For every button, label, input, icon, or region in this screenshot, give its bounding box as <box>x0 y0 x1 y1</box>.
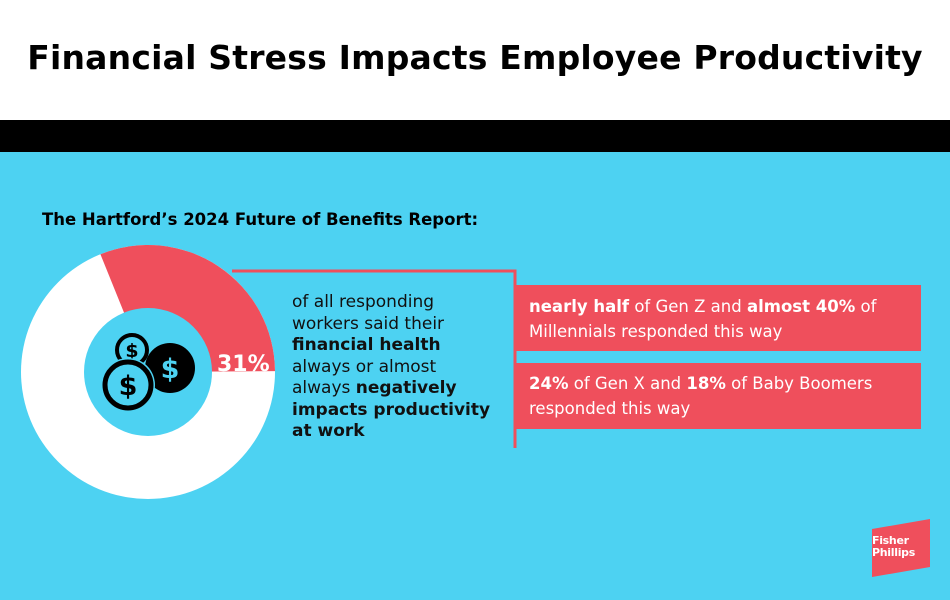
header-divider-band <box>0 120 950 152</box>
callout-bold: nearly half <box>529 297 630 316</box>
svg-text:$: $ <box>119 371 138 402</box>
callout-bold: 24% <box>529 374 569 393</box>
fisher-phillips-logo <box>872 519 930 577</box>
statement-bold2: negatively impacts productivity at work <box>292 378 491 441</box>
callout-bold: 18% <box>686 374 726 393</box>
svg-text:$: $ <box>161 354 180 385</box>
report-subtitle: The Hartford’s 2024 Future of Benefits R… <box>42 210 479 229</box>
callout-text: of Gen X and <box>568 374 687 393</box>
statement-bold1: financial health <box>292 335 441 355</box>
logo-text: Fisher Phillips <box>872 535 932 559</box>
donut-chart: $ $ $ <box>21 244 517 499</box>
callout-text: of Millennials responded this way <box>529 297 877 341</box>
statement-part2: always or almost always <box>292 356 437 399</box>
callout-box-gen-z: nearly half of Gen Z and almost 40% of M… <box>515 285 921 351</box>
header: Financial Stress Impacts Employee Produc… <box>0 0 950 120</box>
callout-box-gen-x: 24% of Gen X and 18% of Baby Boomers res… <box>515 363 921 429</box>
callout-text: of Gen Z and <box>629 297 747 316</box>
logo-line-1: Fisher <box>872 534 909 547</box>
infographic-panel: The Hartford’s 2024 Future of Benefits R… <box>0 152 950 600</box>
logo-line-2: Phillips <box>872 546 915 559</box>
callout-text: of Baby Boomers responded this way <box>529 374 873 418</box>
page-title: Financial Stress Impacts Employee Produc… <box>27 37 923 77</box>
statement-text: of all responding workers said their fin… <box>292 292 497 443</box>
statement-part1: of all responding workers said their <box>292 292 445 334</box>
donut-percent-label: 31% <box>217 352 270 377</box>
dollar-coins-icon: $ $ $ <box>101 333 195 412</box>
callout-bold: almost 40% <box>746 297 856 316</box>
svg-text:$: $ <box>125 340 138 362</box>
